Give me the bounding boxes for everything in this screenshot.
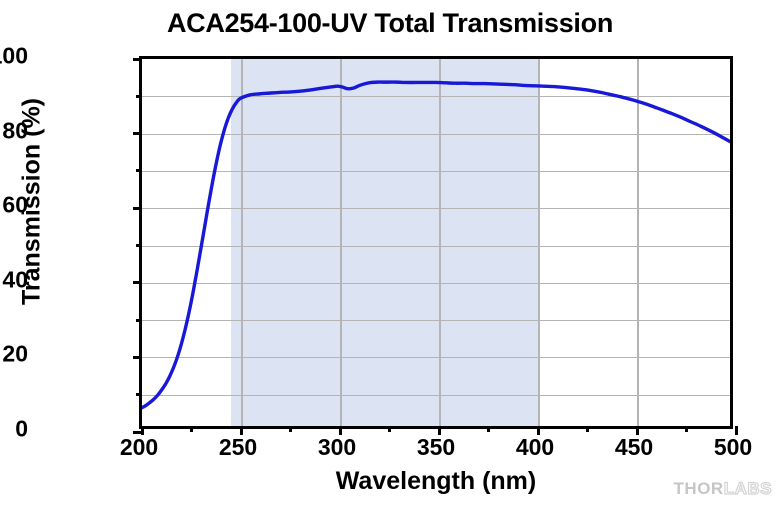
watermark-thor: THOR <box>673 479 724 498</box>
x-tick-major <box>635 426 639 435</box>
y-tick-label: 60 <box>2 191 28 218</box>
x-tick-minor <box>289 426 292 432</box>
gridline-horizontal <box>142 171 730 172</box>
gridline-horizontal <box>142 320 730 321</box>
y-tick-major <box>133 281 142 285</box>
gridline-vertical <box>241 59 243 426</box>
x-tick-minor <box>190 426 193 432</box>
x-tick-major <box>437 426 441 435</box>
x-tick-minor <box>586 426 589 432</box>
x-tick-major <box>140 426 144 435</box>
y-tick-label: 100 <box>0 42 28 69</box>
x-tick-major <box>536 426 540 435</box>
plot-area <box>133 56 738 435</box>
y-tick-minor <box>136 94 142 98</box>
y-tick-label: 20 <box>2 340 28 367</box>
gridline-horizontal <box>142 134 730 135</box>
x-tick-minor <box>487 426 490 432</box>
x-tick-minor <box>388 426 391 432</box>
y-tick-minor <box>136 244 142 247</box>
gridline-horizontal <box>142 357 730 358</box>
gridline-horizontal <box>142 283 730 284</box>
x-tick-label: 200 <box>119 434 159 460</box>
data-curve <box>142 59 730 426</box>
x-axis-title: Wavelength (nm) <box>335 467 537 495</box>
y-tick-minor <box>136 318 142 322</box>
gridline-vertical <box>538 59 540 426</box>
watermark-labs: LABS <box>723 478 772 498</box>
y-tick-major <box>133 206 142 210</box>
chart-title: ACA254-100-UV Total Transmission <box>166 8 614 38</box>
x-tick-label: 300 <box>317 434 357 460</box>
gridline-horizontal <box>142 208 730 209</box>
y-tick-major <box>133 132 142 136</box>
gridline-horizontal <box>142 96 730 97</box>
x-tick-label: 500 <box>713 434 753 460</box>
y-tick-label: 80 <box>2 117 28 144</box>
plot-inner <box>142 59 730 426</box>
x-tick-label: 250 <box>218 434 258 460</box>
gridline-vertical <box>340 59 342 426</box>
gridline-horizontal <box>142 395 730 396</box>
x-tick-label: 450 <box>614 434 654 460</box>
shaded-band <box>231 59 538 426</box>
x-tick-major <box>239 426 243 435</box>
y-tick-major <box>133 57 142 61</box>
x-tick-major <box>338 426 342 435</box>
y-tick-major <box>133 430 142 434</box>
x-tick-major <box>734 426 738 435</box>
y-tick-minor <box>136 169 142 173</box>
y-tick-major <box>133 355 142 359</box>
gridline-vertical <box>439 59 441 426</box>
x-tick-label: 400 <box>515 434 555 460</box>
gridline-vertical <box>637 59 639 426</box>
x-tick-label: 350 <box>416 434 456 460</box>
gridline-horizontal <box>142 246 730 247</box>
y-tick-minor <box>136 393 142 397</box>
y-tick-label: 0 <box>15 415 28 442</box>
x-tick-minor <box>685 426 688 432</box>
y-tick-label: 40 <box>2 266 28 293</box>
thorlabs-watermark: THOR LABS <box>673 478 773 499</box>
